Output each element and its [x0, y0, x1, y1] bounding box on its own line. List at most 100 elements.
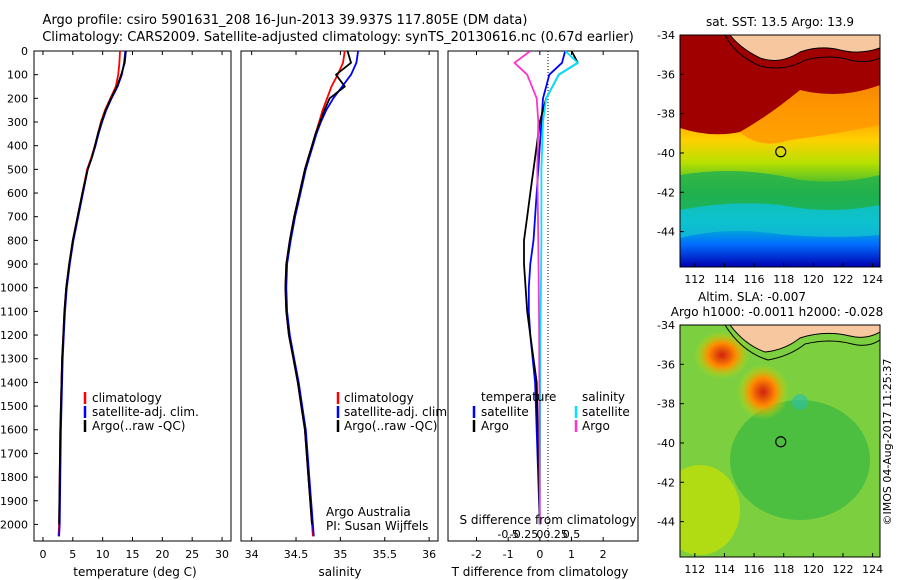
x-tick-label: -1: [503, 548, 514, 561]
sla-yellow-patch: [680, 465, 740, 555]
legend-label-temp-satellite: satellite: [481, 405, 529, 419]
argo-position-marker: [775, 146, 787, 158]
lon-tick-label: 116: [744, 273, 765, 286]
lon-tick-label: 114: [714, 563, 735, 576]
sla-map-title2: Argo h1000: -0.0011 h2000: -0.028: [671, 305, 884, 319]
depth-tick-label: 600: [7, 187, 28, 200]
legend-label-satellite: satellite-adj. clim.: [92, 405, 199, 419]
sla-land: [729, 325, 880, 353]
temperature-axes-box: [33, 50, 232, 542]
sla-lat-tick-labels: -34 -36 -38 -40 -42 -44: [657, 319, 684, 529]
lat-tick-label: -36: [657, 68, 675, 81]
legend-label-sal-argo: Argo: [582, 419, 610, 433]
depth-tick-label: 1800: [0, 471, 28, 484]
lon-tick-label: 124: [862, 563, 883, 576]
depth-tick-label: 1700: [0, 447, 28, 460]
x-tick-label: 25: [185, 548, 199, 561]
argo-position-marker: [775, 436, 787, 448]
depth-tick-label: 1000: [0, 282, 28, 295]
depth-tick-label: 200: [7, 92, 28, 105]
sst-green-band: [680, 171, 880, 210]
lat-tick-label: -44: [657, 516, 675, 529]
depth-tick-label: 1500: [0, 400, 28, 413]
sst-map-title: sat. SST: 13.5 Argo: 13.9: [706, 15, 854, 29]
lon-tick-label: 112: [684, 273, 705, 286]
x-tick-label: 20: [155, 548, 169, 561]
depth-tick-label: 400: [7, 140, 28, 153]
x-tick-label: 5: [69, 548, 76, 561]
depth-tick-labels: 0 100 200 300 400 500 600 700 800 900 1000 1100 1200…: [0, 45, 452, 531]
lon-tick-label: 116: [744, 563, 765, 576]
sla-low-spot: [792, 394, 808, 410]
lon-tick-label: 118: [773, 563, 794, 576]
lat-tick-label: -34: [657, 319, 675, 332]
difference-line-salinity-argo: [513, 51, 541, 525]
x-tick-label: 34.5: [284, 548, 309, 561]
x-tick-label: 30: [215, 548, 229, 561]
sla-green-patch: [730, 400, 870, 520]
depth-tick-label: 800: [7, 234, 28, 247]
sla-eddy-1: [694, 331, 750, 379]
salinity-legend: climatology satellite-adj. clim. Argo(..…: [336, 391, 451, 433]
salinity-tick-labels: 34 34.5 35 35.5 36: [245, 51, 436, 561]
sla-eddy-2: [737, 364, 789, 420]
salinity-line-argo-raw-qc: [284, 51, 352, 525]
sla-lon-tick-labels: 112 114 116 118 120 122 124: [684, 553, 883, 576]
lon-tick-label: 122: [832, 273, 853, 286]
sla-field: [680, 325, 880, 557]
lat-tick-label: -40: [657, 437, 675, 450]
legend-label-temp-argo: Argo: [481, 419, 509, 433]
x-tick-label: 0: [536, 548, 543, 561]
depth-tick-label: 1900: [0, 495, 28, 508]
sst-land: [729, 35, 880, 61]
x-tick-label: 15: [126, 548, 140, 561]
sst-lat-tick-labels: -34 -36 -38 -40 -42 -44: [657, 29, 684, 239]
s-diff-tick-label: -0.5: [497, 528, 518, 541]
sla-map-frame: [679, 324, 881, 558]
difference-line-salinity-satellite: [538, 51, 579, 525]
sla-bathymetry-contour: [724, 325, 880, 361]
x-tick-label: 35: [333, 548, 347, 561]
x-tick-label: 36: [422, 548, 436, 561]
depth-tick-label: 900: [7, 258, 28, 271]
lon-tick-label: 118: [773, 273, 794, 286]
difference-xlabel: T difference from climatology: [451, 565, 629, 579]
lat-tick-label: -34: [657, 29, 675, 42]
sst-map: sat. SST: 13.5 Argo: 13.9 112 114 116 118 12…: [657, 15, 883, 286]
depth-tick-label: 500: [7, 163, 28, 176]
depth-tick-label: 1200: [0, 329, 28, 342]
sst-map-frame: [679, 34, 881, 268]
legend-title-salinity: salinity: [582, 390, 625, 404]
depth-tick-label: 2000: [0, 518, 28, 531]
s-diff-tick-label: 0.25: [543, 528, 568, 541]
credit-argo-australia: Argo Australia: [326, 505, 411, 519]
figure-title-line2: Climatology: CARS2009. Satellite-adjuste…: [42, 30, 634, 45]
temperature-legend: climatology satellite-adj. clim. Argo(..…: [83, 391, 199, 433]
legend-label-climatology: climatology: [344, 391, 414, 405]
legend-label-argo: Argo(..raw -QC): [92, 419, 185, 433]
lon-tick-label: 112: [684, 563, 705, 576]
lat-tick-label: -42: [657, 476, 675, 489]
sst-lon-tick-labels: 112 114 116 118 120 122 124: [684, 263, 883, 286]
legend-label-sal-satellite: satellite: [582, 405, 630, 419]
s-diff-tick-label: 0.5: [563, 528, 581, 541]
x-tick-label: 34: [245, 548, 259, 561]
lat-tick-label: -44: [657, 226, 675, 239]
difference-lines: [513, 51, 579, 525]
lat-tick-label: -38: [657, 398, 675, 411]
temperature-xlabel: temperature (deg C): [73, 565, 196, 579]
lon-tick-label: 114: [714, 273, 735, 286]
depth-tick-label: 1300: [0, 353, 28, 366]
depth-tick-label: 700: [7, 211, 28, 224]
lat-tick-label: -36: [657, 358, 675, 371]
depth-tick-label: 100: [7, 69, 28, 82]
sla-map-title1: Altim. SLA: -0.007: [698, 290, 806, 304]
depth-tick-label: 1600: [0, 424, 28, 437]
credit-pi: PI: Susan Wijffels: [326, 519, 428, 533]
lon-tick-label: 120: [803, 273, 824, 286]
depth-tick-label: 0: [21, 45, 28, 58]
x-tick-label: 35.5: [373, 548, 398, 561]
sla-map: Altim. SLA: -0.007 Argo h1000: -0.0011 h…: [657, 290, 883, 576]
depth-tick-label: 1100: [0, 305, 28, 318]
